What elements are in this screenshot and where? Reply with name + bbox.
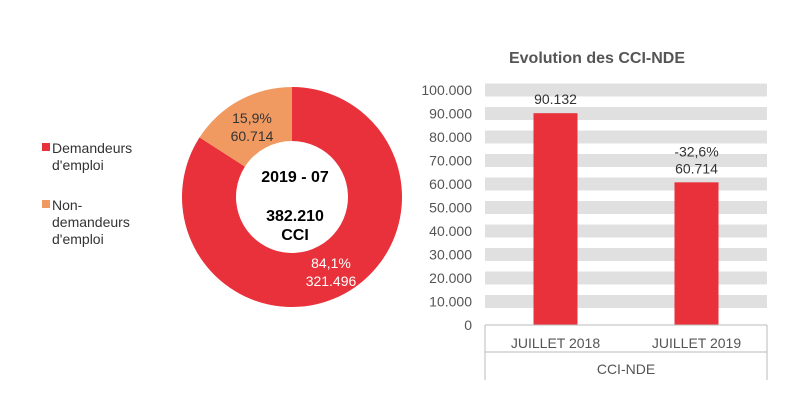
y-tick-label: 60.000 bbox=[429, 176, 472, 192]
gridline-band bbox=[485, 130, 767, 144]
legend-label: Demandeurs bbox=[52, 140, 132, 156]
legend-swatch bbox=[42, 200, 50, 208]
x-group-label: CCI-NDE bbox=[597, 361, 655, 377]
y-tick-label: 10.000 bbox=[429, 294, 472, 310]
y-tick-label: 30.000 bbox=[429, 247, 472, 263]
bar-data-label: 90.132 bbox=[534, 91, 577, 107]
gridline-band bbox=[485, 177, 767, 191]
y-tick-label: 90.000 bbox=[429, 106, 472, 122]
x-tick-label: JUILLET 2018 bbox=[511, 335, 600, 351]
y-tick-label: 70.000 bbox=[429, 153, 472, 169]
donut-center-unit: CCI bbox=[281, 227, 309, 244]
gridline-band bbox=[485, 248, 767, 261]
y-tick-label: 0 bbox=[464, 317, 472, 333]
legend-label: Non- bbox=[52, 197, 83, 213]
slice-percent-label: 84,1% bbox=[311, 255, 351, 271]
y-tick-label: 50.000 bbox=[429, 200, 472, 216]
slice-value-label: 321.496 bbox=[306, 273, 357, 289]
slice-value-label: 60.714 bbox=[231, 128, 274, 144]
x-tick-label: JUILLET 2019 bbox=[652, 335, 741, 351]
donut-slice bbox=[199, 87, 292, 167]
bar-data-label: -32,6% bbox=[674, 143, 718, 159]
legend-label: demandeurs bbox=[52, 214, 130, 230]
bar-data-label: 60.714 bbox=[675, 160, 718, 176]
gridline-band bbox=[485, 295, 767, 308]
y-tick-label: 20.000 bbox=[429, 270, 472, 286]
y-tick-label: 80.000 bbox=[429, 129, 472, 145]
gridline-band bbox=[485, 154, 767, 167]
legend-label: d'emploi bbox=[52, 157, 104, 173]
bar bbox=[533, 113, 578, 326]
legend-swatch bbox=[42, 143, 50, 151]
bar bbox=[674, 182, 719, 325]
y-tick-label: 40.000 bbox=[429, 223, 472, 239]
gridline-band bbox=[485, 271, 767, 285]
donut-slice bbox=[182, 87, 402, 307]
gridline-band bbox=[485, 107, 767, 120]
donut-center-total: 382.210 bbox=[266, 208, 324, 225]
donut-center-title: 2019 - 07 bbox=[261, 169, 329, 186]
gridline-band bbox=[485, 201, 767, 214]
slice-percent-label: 15,9% bbox=[232, 110, 272, 126]
gridline-band bbox=[485, 224, 767, 238]
legend-label: d'emploi bbox=[52, 231, 104, 247]
gridline-band bbox=[485, 83, 767, 97]
chart-title: Evolution des CCI-NDE bbox=[509, 50, 685, 67]
y-tick-label: 100.000 bbox=[421, 82, 472, 98]
